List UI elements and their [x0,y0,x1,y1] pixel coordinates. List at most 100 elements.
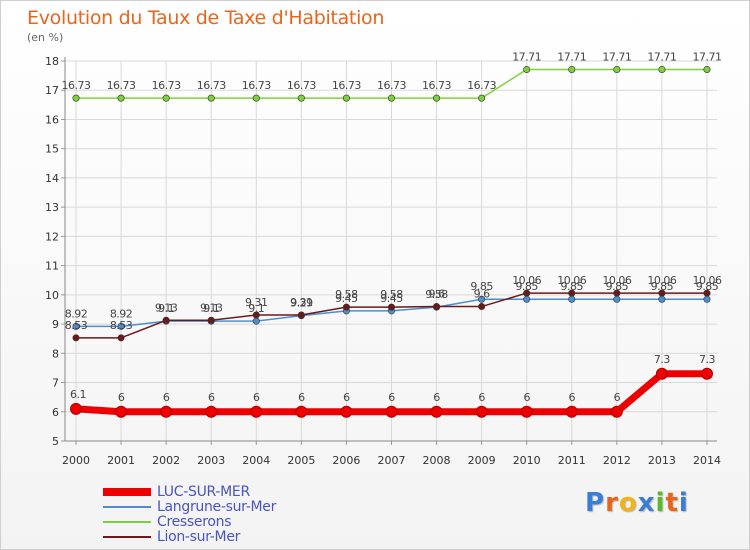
data-label-luc-sur-mer: 6 [343,391,350,404]
data-label-langrune-sur-mer: 9.1 [203,302,219,315]
data-label-langrune-sur-mer: 9.45 [380,292,403,305]
x-tick-label: 2006 [332,454,360,467]
data-label-langrune-sur-mer: 9.85 [470,280,493,293]
legend-swatch [103,487,151,496]
data-point-lion-sur-mer [613,289,621,297]
data-label-luc-sur-mer: 6 [253,391,260,404]
series-lines [70,65,713,418]
data-point-luc-sur-mer [340,405,353,418]
data-point-langrune-sur-mer [523,295,531,303]
data-point-cresserons [703,65,711,73]
data-label-lion-sur-mer: 8.53 [65,319,88,332]
data-point-cresserons [252,94,260,102]
data-label-luc-sur-mer: 6 [569,391,576,404]
data-point-luc-sur-mer [385,405,398,418]
legend-swatch [103,520,151,523]
x-tick-label: 2009 [468,454,496,467]
data-label-luc-sur-mer: 6 [478,391,485,404]
legend-swatch [103,505,151,508]
data-label-cresserons: 16.73 [332,79,361,92]
data-label-cresserons: 16.73 [377,79,406,92]
data-point-cresserons [478,94,486,102]
data-label-luc-sur-mer: 6 [614,391,621,404]
data-point-lion-sur-mer [252,311,260,319]
data-label-cresserons: 16.73 [152,79,181,92]
data-point-luc-sur-mer [565,405,578,418]
data-label-cresserons: 16.73 [242,79,271,92]
data-label-cresserons: 17.71 [692,50,721,63]
data-point-langrune-sur-mer [252,317,260,325]
legend-item: LUC-SUR-MER [103,484,276,500]
data-label-luc-sur-mer: 6 [388,391,395,404]
x-tick-label: 2012 [603,454,631,467]
data-label-lion-sur-mer: 10.06 [602,274,631,287]
x-tick-label: 2007 [377,454,405,467]
data-point-cresserons [207,94,215,102]
data-label-cresserons: 16.73 [287,79,316,92]
data-label-lion-sur-mer: 9.13 [155,301,178,314]
data-label-langrune-sur-mer: 9.85 [561,280,584,293]
data-point-cresserons [433,94,441,102]
data-point-cresserons [523,65,531,73]
data-label-lion-sur-mer: 9.6 [474,288,490,301]
data-label-luc-sur-mer: 6 [118,391,125,404]
x-tick-label: 2002 [152,454,180,467]
data-label-langrune-sur-mer: 9.29 [290,297,313,310]
data-label-langrune-sur-mer: 9.58 [425,288,448,301]
data-point-langrune-sur-mer [72,322,80,330]
legend-label: Cresserons [157,513,232,530]
data-label-lion-sur-mer: 9.6 [429,288,445,301]
data-point-lion-sur-mer [72,334,80,342]
data-label-lion-sur-mer: 9.31 [290,296,313,309]
data-point-cresserons [72,94,80,102]
data-point-lion-sur-mer [297,311,305,319]
data-point-luc-sur-mer [160,405,173,418]
data-point-lion-sur-mer [568,289,576,297]
legend-item: Cresserons [103,513,276,530]
y-tick-label: 12 [45,230,59,243]
data-point-luc-sur-mer [610,405,623,418]
logo-letter: t [665,488,679,518]
data-label-langrune-sur-mer: 9.85 [606,280,629,293]
data-label-lion-sur-mer: 9.58 [380,288,403,301]
data-point-cresserons [387,94,395,102]
data-point-luc-sur-mer [205,405,218,418]
data-label-cresserons: 17.71 [602,50,631,63]
x-tick-label: 2000 [62,454,90,467]
x-tick-label: 2011 [558,454,586,467]
data-point-luc-sur-mer [700,367,713,380]
logo-letter: P [585,488,606,518]
legend-label: Lion-sur-Mer [157,528,241,545]
axes: 5 6 7 8 9 10 11 12 13 14 15 16 17 18 2000 2001 2002 2003 2… [45,55,721,467]
chart-title: Evolution du Taux de Taxe d'Habitation [27,7,385,29]
logo-letter: i [655,488,666,518]
y-tick-label: 16 [45,113,59,126]
y-tick-label: 8 [52,347,59,360]
logo-letter: x [637,488,656,518]
data-label-langrune-sur-mer: 9.85 [696,280,719,293]
data-label-luc-sur-mer: 6 [523,391,530,404]
data-point-langrune-sur-mer [117,322,125,330]
y-tick-label: 17 [45,84,59,97]
logo-letter: r [605,488,619,518]
legend-item: Lion-sur-Mer [103,528,276,545]
legend-item: Langrune-sur-Mer [103,499,276,515]
data-point-lion-sur-mer [523,289,531,297]
y-tick-label: 10 [45,289,59,302]
data-label-langrune-sur-mer: 9.45 [335,292,358,305]
data-point-cresserons [297,94,305,102]
data-label-luc-sur-mer: 7.3 [699,353,715,366]
data-labels: 8.92 8.92 9.1 9.1 9.1 9.29 9.45 9.45 9.589.85 9.8… [62,50,723,404]
data-point-langrune-sur-mer [568,295,576,303]
data-point-lion-sur-mer [207,316,215,324]
data-label-cresserons: 17.71 [647,50,676,63]
legend-swatch [103,535,151,538]
data-point-luc-sur-mer [70,402,82,415]
data-point-luc-sur-mer [475,405,488,418]
y-tick-label: 13 [45,201,59,214]
data-label-luc-sur-mer: 6 [433,391,440,404]
data-label-cresserons: 17.71 [512,50,541,63]
chart-legend: LUC-SUR-MER Langrune-sur-Mer Cresserons Lio… [103,484,276,545]
